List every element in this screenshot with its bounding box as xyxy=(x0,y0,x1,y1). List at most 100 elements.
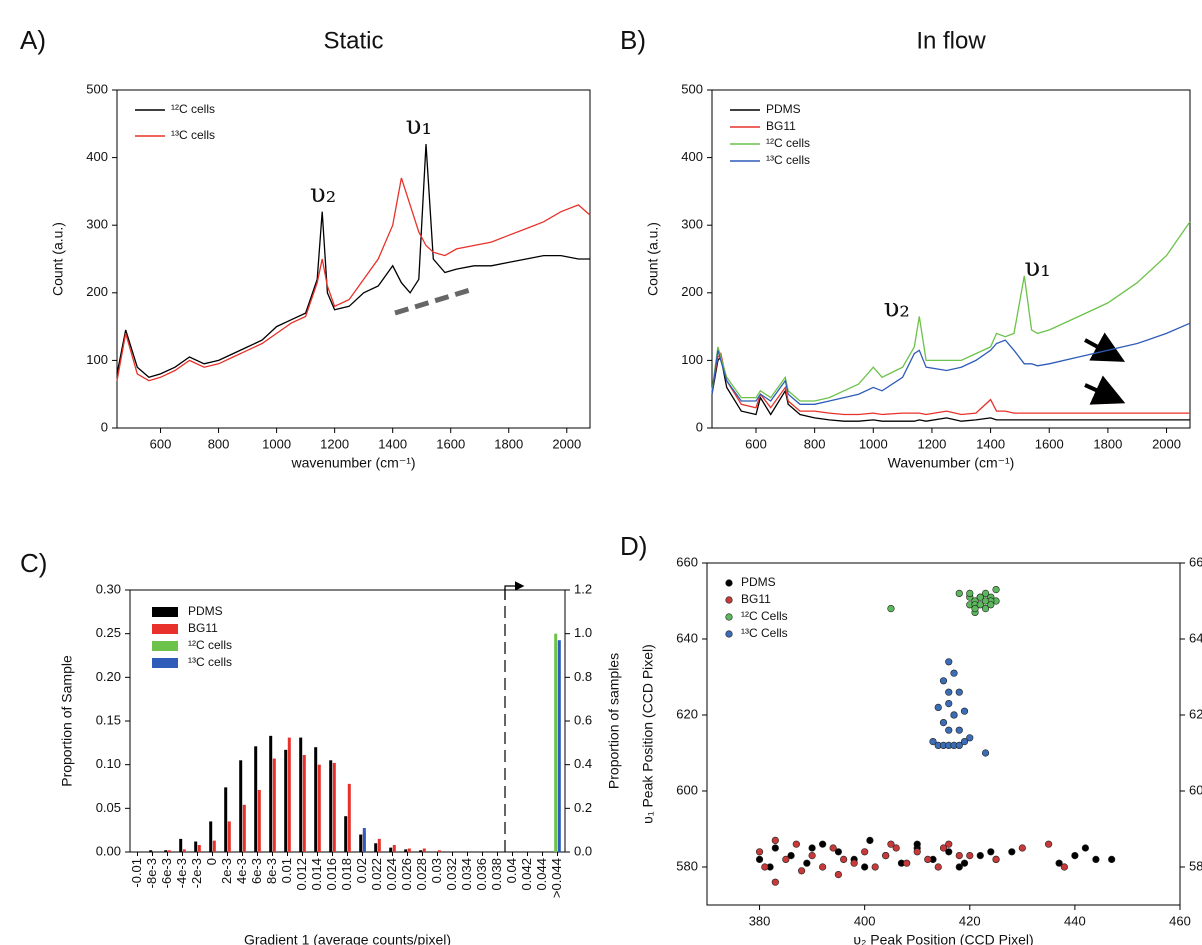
y-axis-label: υ₁ Peak Position (CCD Pixel) xyxy=(640,644,656,824)
legend-swatch xyxy=(152,641,178,651)
y-tick-label: 0.25 xyxy=(96,625,121,640)
panel-label: C) xyxy=(20,548,47,578)
plot-frame xyxy=(706,562,1181,906)
x-tick-label: 0.01 xyxy=(279,858,294,883)
bar xyxy=(299,737,303,852)
x-tick-label: -6e-3 xyxy=(159,858,174,888)
point xyxy=(882,851,890,860)
x-tick-label: 600 xyxy=(745,436,767,451)
bar xyxy=(419,850,423,852)
legend-label: ¹³C cells xyxy=(188,655,232,669)
y-tick-label: 100 xyxy=(86,352,108,367)
point xyxy=(1060,863,1068,871)
bar xyxy=(269,735,273,852)
bar xyxy=(314,747,318,852)
point xyxy=(955,863,963,871)
point xyxy=(924,855,932,864)
y-tick-label: 200 xyxy=(86,284,108,299)
x-tick-label: 0.042 xyxy=(519,858,534,891)
point xyxy=(976,851,984,860)
point xyxy=(771,844,779,852)
point xyxy=(987,848,995,856)
arrow xyxy=(1084,375,1126,405)
annotation: υ₂ xyxy=(884,294,910,324)
bar xyxy=(317,764,321,852)
point xyxy=(861,848,869,856)
legend-label: ¹³C cells xyxy=(171,128,215,142)
annotation: υ₂ xyxy=(310,179,336,209)
point xyxy=(976,593,984,601)
bar xyxy=(359,834,363,852)
point xyxy=(866,836,874,845)
x-tick-label: -2e-3 xyxy=(189,858,204,888)
annotation: υ₁ xyxy=(1024,253,1050,283)
y2-tick-label: 600 xyxy=(1189,782,1202,797)
x-tick-label: 0.018 xyxy=(339,858,354,891)
bar xyxy=(374,843,378,852)
x-tick-label: 380 xyxy=(749,913,771,928)
point xyxy=(1071,851,1079,860)
bar xyxy=(179,838,183,852)
arrow xyxy=(504,581,525,600)
legend-label: BG11 xyxy=(766,119,796,133)
point xyxy=(971,604,979,613)
point xyxy=(819,863,827,871)
legend-swatch xyxy=(725,579,733,587)
point xyxy=(834,848,842,856)
point xyxy=(840,855,848,864)
arrow xyxy=(1084,332,1126,362)
panel-label: A) xyxy=(20,25,46,55)
y2-tick-label: 0.8 xyxy=(574,669,592,684)
x-tick-label: 1400 xyxy=(976,436,1005,451)
point xyxy=(950,669,958,677)
point xyxy=(1045,840,1053,848)
x-tick-label: 1800 xyxy=(494,436,523,451)
y2-tick-label: 0.0 xyxy=(574,843,592,858)
y-tick-label: 200 xyxy=(681,284,703,299)
legend-label: BG11 xyxy=(188,621,218,635)
point xyxy=(987,601,995,609)
y-tick-label: 620 xyxy=(676,706,698,721)
y-tick-label: 640 xyxy=(676,630,698,645)
point xyxy=(887,840,895,848)
legend-label: ¹²C cells xyxy=(171,102,215,116)
y2-tick-label: 620 xyxy=(1189,706,1202,721)
x-tick-label: 0.034 xyxy=(459,858,474,891)
point xyxy=(887,604,895,613)
x-tick-label: 400 xyxy=(854,913,876,928)
x-tick-label: >0.044 xyxy=(549,858,564,898)
x-tick-label: 0 xyxy=(204,858,219,865)
point xyxy=(850,859,858,867)
point xyxy=(755,848,764,856)
point xyxy=(966,734,974,742)
line-series xyxy=(711,352,1190,416)
legend-swatch xyxy=(725,630,733,638)
x-tick-label: 440 xyxy=(1064,913,1086,928)
point xyxy=(981,604,990,613)
y2-tick-label: 0.4 xyxy=(574,756,592,771)
point xyxy=(934,863,942,871)
bar xyxy=(554,633,558,852)
annotation: υ₁ xyxy=(406,111,432,141)
y-tick-label: 100 xyxy=(681,352,703,367)
bar xyxy=(272,758,276,852)
bar xyxy=(302,755,306,852)
point xyxy=(1018,844,1026,852)
bar xyxy=(362,827,366,852)
x-tick-label: 0.02 xyxy=(354,858,369,883)
x-tick-label: -0.01 xyxy=(129,858,144,888)
legend-label: PDMS xyxy=(188,604,223,618)
point xyxy=(834,870,842,879)
bar xyxy=(284,749,288,852)
point xyxy=(861,863,869,871)
bar xyxy=(287,737,291,852)
point xyxy=(939,677,948,685)
x-tick-label: 0.036 xyxy=(474,858,489,891)
legend-swatch xyxy=(152,624,178,634)
bar xyxy=(404,849,408,852)
point xyxy=(981,749,990,757)
point xyxy=(945,699,953,708)
x-tick-label: 0.024 xyxy=(384,858,399,891)
point xyxy=(803,859,811,867)
point xyxy=(913,848,921,856)
